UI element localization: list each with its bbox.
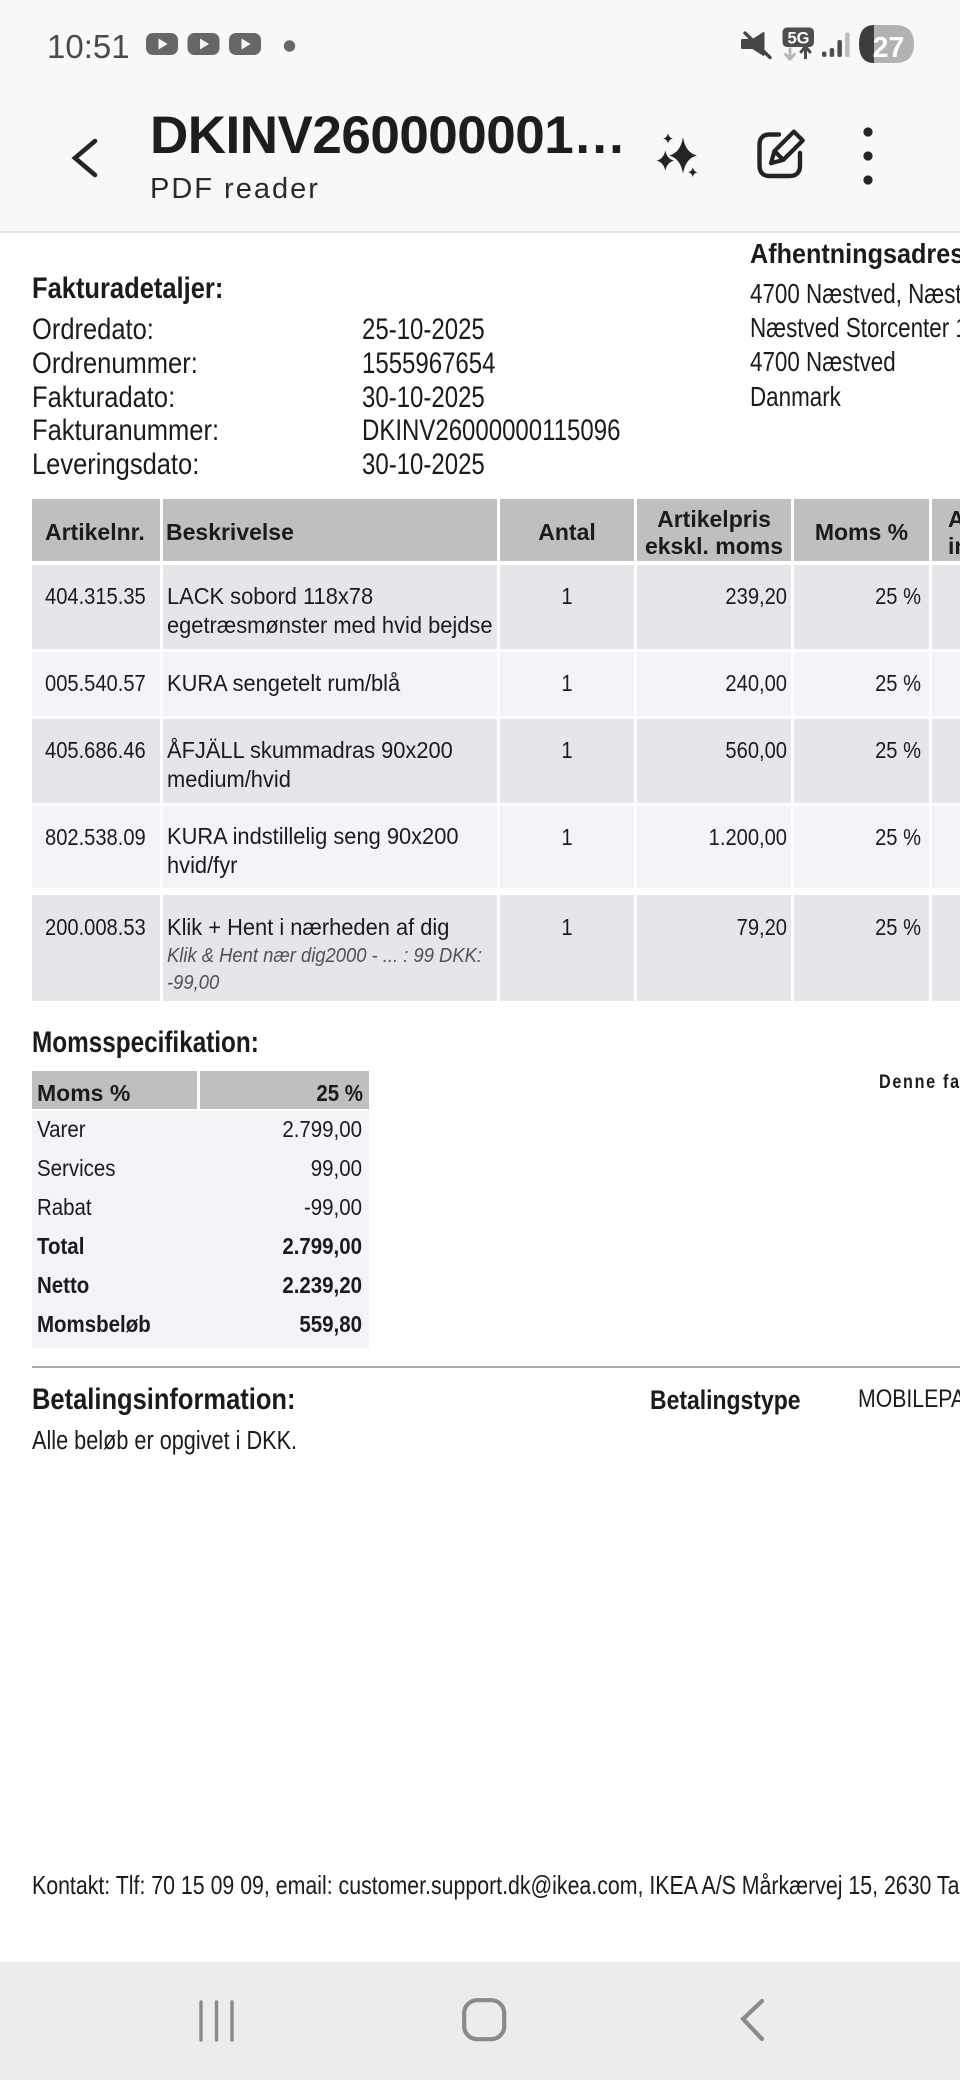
svg-text:5G: 5G <box>787 30 809 48</box>
svg-text:27: 27 <box>873 32 905 63</box>
